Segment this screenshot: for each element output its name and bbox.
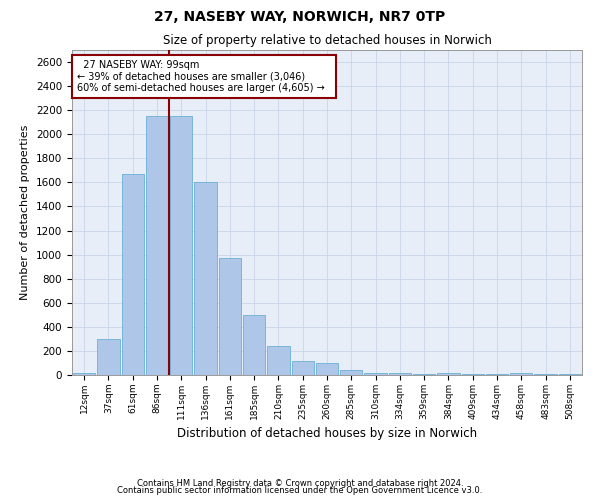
Bar	[559, 374, 581, 375]
Bar	[461, 374, 484, 375]
Bar	[413, 374, 436, 375]
Bar	[73, 372, 95, 375]
Bar	[122, 174, 144, 375]
Bar	[194, 182, 217, 375]
Bar	[486, 374, 508, 375]
Bar	[510, 372, 532, 375]
Bar	[364, 372, 387, 375]
X-axis label: Distribution of detached houses by size in Norwich: Distribution of detached houses by size …	[177, 428, 477, 440]
Bar	[170, 116, 193, 375]
Bar	[243, 315, 265, 375]
Bar	[292, 360, 314, 375]
Bar	[97, 339, 119, 375]
Text: 27, NASEBY WAY, NORWICH, NR7 0TP: 27, NASEBY WAY, NORWICH, NR7 0TP	[154, 10, 446, 24]
Text: Contains HM Land Registry data © Crown copyright and database right 2024.: Contains HM Land Registry data © Crown c…	[137, 478, 463, 488]
Bar	[340, 370, 362, 375]
Bar	[146, 116, 168, 375]
Text: Contains public sector information licensed under the Open Government Licence v3: Contains public sector information licen…	[118, 486, 482, 495]
Bar	[389, 373, 411, 375]
Y-axis label: Number of detached properties: Number of detached properties	[20, 125, 31, 300]
Title: Size of property relative to detached houses in Norwich: Size of property relative to detached ho…	[163, 34, 491, 48]
Bar	[267, 346, 290, 375]
Text: 27 NASEBY WAY: 99sqm
← 39% of detached houses are smaller (3,046)
60% of semi-de: 27 NASEBY WAY: 99sqm ← 39% of detached h…	[77, 60, 331, 93]
Bar	[437, 372, 460, 375]
Bar	[535, 374, 557, 375]
Bar	[218, 258, 241, 375]
Bar	[316, 363, 338, 375]
